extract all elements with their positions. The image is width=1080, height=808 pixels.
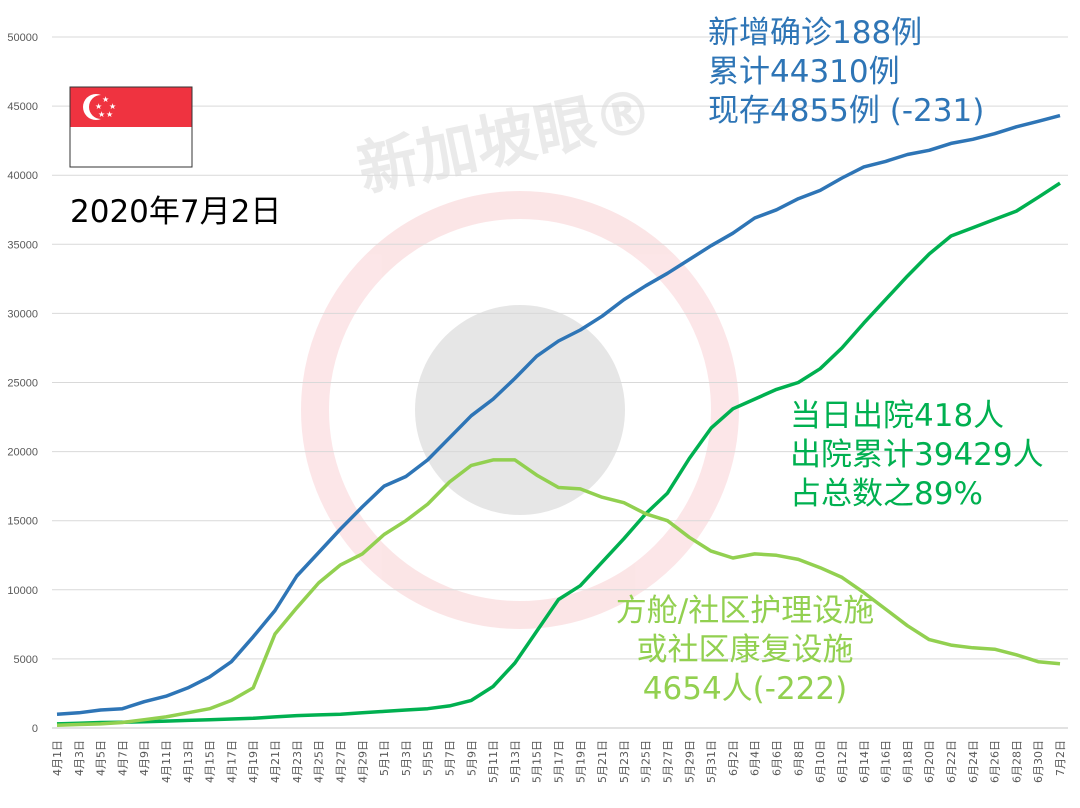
svg-text:★: ★ [102, 95, 109, 104]
x-tick-label: 6月26日 [989, 740, 1002, 783]
x-tick-label: 6月10日 [814, 740, 827, 783]
discharged-annotation: 当日出院418人 出院累计39429人 占总数之89% [790, 397, 1044, 514]
x-tick-label: 7月2日 [1054, 740, 1067, 776]
x-tick-label: 5月11日 [487, 740, 500, 783]
x-tick-label: 6月8日 [792, 740, 805, 776]
x-tick-label: 4月5日 [95, 740, 108, 776]
x-tick-label: 4月23日 [291, 740, 304, 783]
x-tick-label: 5月13日 [509, 740, 522, 783]
active-cases-text: 现存4855例 (-231) [708, 93, 985, 129]
x-tick-label: 4月7日 [116, 740, 129, 776]
discharged-percent-text: 占总数之89% [790, 476, 983, 512]
total-discharged-text: 出院累计39429人 [790, 437, 1044, 473]
x-tick-label: 4月15日 [204, 740, 217, 783]
facility-line-1: 方舱/社区护理设施 [615, 593, 875, 629]
x-tick-label: 4月9日 [138, 740, 151, 776]
watermark-logo: 新加坡眼® [301, 75, 739, 629]
svg-text:★: ★ [109, 102, 116, 111]
x-tick-label: 6月22日 [945, 740, 958, 783]
x-tick-label: 6月30日 [1032, 740, 1045, 783]
x-tick-label: 6月18日 [901, 740, 914, 783]
x-tick-label: 5月21日 [596, 740, 609, 783]
x-tick-label: 4月27日 [334, 740, 347, 783]
svg-text:★: ★ [106, 110, 113, 119]
facility-line-2: 或社区康复设施 [636, 632, 854, 668]
x-tick-label: 5月1日 [378, 740, 391, 776]
x-tick-label: 4月19日 [247, 740, 260, 783]
x-tick-label: 5月25日 [640, 740, 653, 783]
x-tick-label: 5月31日 [705, 740, 718, 783]
y-tick-label: 45000 [7, 101, 38, 113]
x-tick-label: 6月16日 [880, 740, 893, 783]
facility-annotation: 方舱/社区护理设施 或社区康复设施 4654人(-222) [580, 592, 910, 709]
x-tick-label: 5月23日 [618, 740, 631, 783]
x-tick-label: 5月27日 [662, 740, 675, 783]
y-tick-label: 10000 [7, 585, 38, 597]
y-tick-label: 40000 [7, 170, 38, 182]
singapore-flag-icon: ★★ ★ ★ ★ [69, 86, 193, 168]
series-line-1 [56, 181, 1061, 726]
x-tick-label: 5月15日 [531, 740, 544, 783]
x-tick-label: 4月3日 [73, 740, 86, 776]
y-tick-label: 35000 [7, 239, 38, 251]
y-tick-label: 25000 [7, 378, 38, 390]
watermark-text: 新加坡眼® [352, 75, 660, 206]
date-label: 2020年7月2日 [70, 194, 282, 230]
x-tick-label: 4月13日 [182, 740, 195, 783]
x-tick-label: 5月3日 [400, 740, 413, 776]
x-tick-label: 6月24日 [967, 740, 980, 783]
x-tick-label: 6月4日 [749, 740, 762, 776]
x-tick-label: 4月17日 [225, 740, 238, 783]
y-tick-label: 0 [32, 723, 38, 735]
x-tick-label: 6月6日 [771, 740, 784, 776]
svg-text:★: ★ [95, 102, 102, 111]
new-confirmed-text: 新增确诊188例 [708, 15, 923, 51]
x-tick-label: 5月7日 [443, 740, 456, 776]
x-tick-label: 5月17日 [553, 740, 566, 783]
x-tick-label: 6月28日 [1010, 740, 1023, 783]
confirmed-annotation: 新增确诊188例 累计44310例 现存4855例 (-231) [708, 14, 984, 131]
x-tick-label: 5月9日 [465, 740, 478, 776]
y-tick-label: 15000 [7, 516, 38, 528]
x-tick-label: 5月5日 [422, 740, 435, 776]
y-tick-label: 30000 [7, 308, 38, 320]
x-tick-label: 6月20日 [923, 740, 936, 783]
x-tick-label: 4月25日 [313, 740, 326, 783]
x-tick-label: 4月1日 [51, 740, 64, 776]
total-confirmed-text: 累计44310例 [708, 54, 900, 90]
x-tick-label: 6月12日 [836, 740, 849, 783]
x-tick-label: 4月11日 [160, 740, 173, 783]
y-tick-label: 50000 [7, 32, 38, 44]
series-line-2 [56, 458, 1061, 727]
y-tick-label: 5000 [14, 654, 38, 666]
x-tick-label: 6月14日 [858, 740, 871, 783]
series-line-0 [56, 113, 1061, 716]
x-tick-label: 4月29日 [356, 740, 369, 783]
x-tick-label: 5月19日 [574, 740, 587, 783]
daily-discharged-text: 当日出院418人 [790, 398, 1005, 434]
x-tick-label: 6月2日 [727, 740, 740, 776]
y-tick-label: 20000 [7, 447, 38, 459]
svg-text:★: ★ [98, 110, 105, 119]
x-tick-label: 4月21日 [269, 740, 282, 783]
x-tick-label: 5月29日 [683, 740, 696, 783]
facility-count-text: 4654人(-222) [642, 671, 848, 707]
